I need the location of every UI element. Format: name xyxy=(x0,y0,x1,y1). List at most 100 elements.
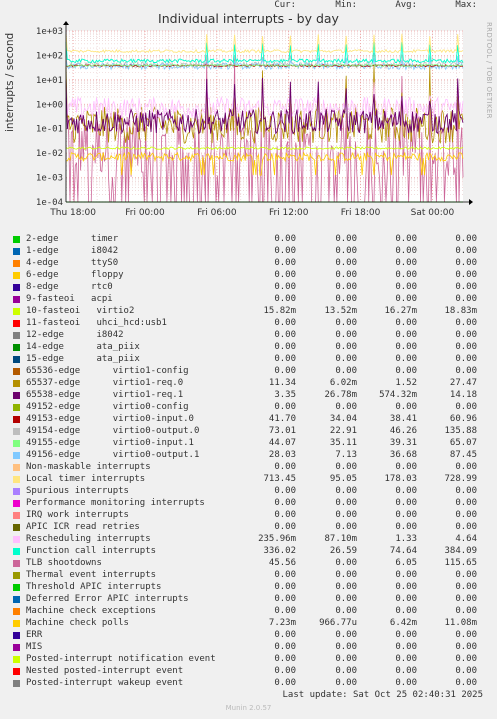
legend-min-value: 26.78m xyxy=(324,390,357,400)
legend-cur-value: 0.00 xyxy=(274,402,296,412)
legend-swatch xyxy=(13,368,20,375)
legend-series-name: TLB shootdowns xyxy=(26,558,102,568)
series-virtio1-req1 xyxy=(65,77,464,135)
legend-max-value: 0.00 xyxy=(455,498,477,508)
x-tick-label: Fri 18:00 xyxy=(341,208,381,218)
y-tick-label: 1e+02 xyxy=(36,51,63,61)
legend-max-value: 0.00 xyxy=(455,570,477,580)
legend-avg-value: 6.42m xyxy=(389,618,417,628)
legend-min-value: 0.00 xyxy=(335,354,357,364)
legend-swatch xyxy=(13,320,20,327)
legend-row: 1-edge i8042 0.00 0.00 0.00 0.00 xyxy=(0,246,497,258)
series-function-call xyxy=(65,41,464,64)
legend-avg-value: 0.00 xyxy=(395,294,417,304)
legend-min-value: 13.52m xyxy=(324,306,357,316)
legend-cur-value: 0.00 xyxy=(274,522,296,532)
legend-avg-value: 0.00 xyxy=(395,594,417,604)
legend-avg-value: 0.00 xyxy=(395,246,417,256)
legend-avg-value: 36.68 xyxy=(389,450,417,460)
legend-swatch xyxy=(13,572,20,579)
legend-min-value: 0.00 xyxy=(335,522,357,532)
legend-series-name: 9-fasteoi acpi xyxy=(26,294,113,304)
legend-series-name: Machine check exceptions xyxy=(26,606,157,616)
header-avg: Avg: xyxy=(395,0,417,10)
legend-cur-value: 0.00 xyxy=(274,654,296,664)
legend-min-value: 95.05 xyxy=(329,474,357,484)
legend-max-value: 0.00 xyxy=(455,342,477,352)
legend-max-value: 0.00 xyxy=(455,366,477,376)
legend-series-name: 10-fasteoi virtio2 xyxy=(26,306,135,316)
legend-max-value: 0.00 xyxy=(455,582,477,592)
legend-cur-value: 41.70 xyxy=(268,414,296,424)
legend-series-name: 65538-edge virtio1-req.1 xyxy=(26,390,184,400)
legend-cur-value: 336.02 xyxy=(263,546,296,556)
legend-series-name: 11-fasteoi uhci_hcd:usb1 xyxy=(26,318,167,328)
legend-cur-value: 44.07 xyxy=(268,438,296,448)
legend-swatch xyxy=(13,632,20,639)
legend-series-name: ERR xyxy=(26,630,43,640)
legend-cur-value: 0.00 xyxy=(274,462,296,472)
legend-row: 11-fasteoi uhci_hcd:usb1 0.00 0.00 0.00 0.00 xyxy=(0,318,497,330)
legend-series-name: 4-edge ttyS0 xyxy=(26,258,119,268)
legend-max-value: 0.00 xyxy=(455,654,477,664)
legend-cur-value: 235.96m xyxy=(258,534,296,544)
legend-min-value: 0.00 xyxy=(335,282,357,292)
legend-avg-value: 6.05 xyxy=(395,558,417,568)
legend-series-name: 2-edge timer xyxy=(26,234,119,244)
legend-max-value: 0.00 xyxy=(455,510,477,520)
legend-swatch xyxy=(13,524,20,531)
legend-series-name: 6-edge floppy xyxy=(26,270,124,280)
legend-cur-value: 0.00 xyxy=(274,642,296,652)
legend-swatch xyxy=(13,260,20,267)
legend-min-value: 87.10m xyxy=(324,534,357,544)
legend-avg-value: 0.00 xyxy=(395,498,417,508)
legend-avg-value: 0.00 xyxy=(395,642,417,652)
y-tick-label: 1e-01 xyxy=(36,125,63,135)
legend-cur-value: 0.00 xyxy=(274,510,296,520)
legend-cur-value: 0.00 xyxy=(274,342,296,352)
legend-row: 15-edge ata_piix 0.00 0.00 0.00 0.00 xyxy=(0,354,497,366)
series-virtio0-output1 xyxy=(65,55,464,71)
header-max: Max: xyxy=(455,0,477,10)
legend-row: Machine check polls 7.23m 966.77u 6.42m 11.0… xyxy=(0,618,497,630)
legend-min-value: 35.11 xyxy=(329,438,357,448)
legend-max-value: 0.00 xyxy=(455,246,477,256)
legend-series-name: 65536-edge virtio1-config xyxy=(26,366,189,376)
legend-swatch xyxy=(13,296,20,303)
legend-cur-value: 713.45 xyxy=(263,474,296,484)
legend-cur-value: 0.00 xyxy=(274,282,296,292)
legend-avg-value: 0.00 xyxy=(395,342,417,352)
legend-avg-value: 0.00 xyxy=(395,606,417,616)
legend-swatch xyxy=(13,236,20,243)
y-tick-label: 1e-04 xyxy=(36,198,63,208)
legend-max-value: 0.00 xyxy=(455,522,477,532)
legend-max-value: 0.00 xyxy=(455,402,477,412)
legend-row: 9-fasteoi acpi 0.00 0.00 0.00 0.00 xyxy=(0,294,497,306)
legend-row: ERR 0.00 0.00 0.00 0.00 xyxy=(0,630,497,642)
legend-avg-value: 0.00 xyxy=(395,582,417,592)
legend-series-name: 15-edge ata_piix xyxy=(26,354,140,364)
legend-swatch xyxy=(13,584,20,591)
legend-row: Nested posted-interrupt event 0.00 0.00 0.0… xyxy=(0,666,497,678)
legend-row: Spurious interrupts 0.00 0.00 0.00 0.00 xyxy=(0,486,497,498)
legend-swatch xyxy=(13,488,20,495)
legend-cur-value: 0.00 xyxy=(274,246,296,256)
legend-swatch xyxy=(13,656,20,663)
legend-row: Function call interrupts 336.02 26.59 74.64… xyxy=(0,546,497,558)
legend-min-value: 7.13 xyxy=(335,450,357,460)
legend-avg-value: 74.64 xyxy=(389,546,417,556)
legend-min-value: 0.00 xyxy=(335,498,357,508)
last-update: Last update: Sat Oct 25 02:40:31 2025 xyxy=(282,690,483,700)
legend-series-name: 49156-edge virtio0-output.1 xyxy=(26,450,200,460)
legend-cur-value: 0.00 xyxy=(274,666,296,676)
legend-swatch xyxy=(13,608,20,615)
legend-row: Rescheduling interrupts 235.96m 87.10m 1.33… xyxy=(0,534,497,546)
legend-cur-value: 0.00 xyxy=(274,258,296,268)
legend-row: 49155-edge virtio0-input.1 44.07 35.11 39.3… xyxy=(0,438,497,450)
legend-min-value: 0.00 xyxy=(335,570,357,580)
legend-max-value: 728.99 xyxy=(444,474,477,484)
legend-avg-value: 39.31 xyxy=(389,438,417,448)
legend-row: Machine check exceptions 0.00 0.00 0.00 0.00 xyxy=(0,606,497,618)
legend-max-value: 0.00 xyxy=(455,318,477,328)
legend-cur-value: 11.34 xyxy=(268,378,296,388)
